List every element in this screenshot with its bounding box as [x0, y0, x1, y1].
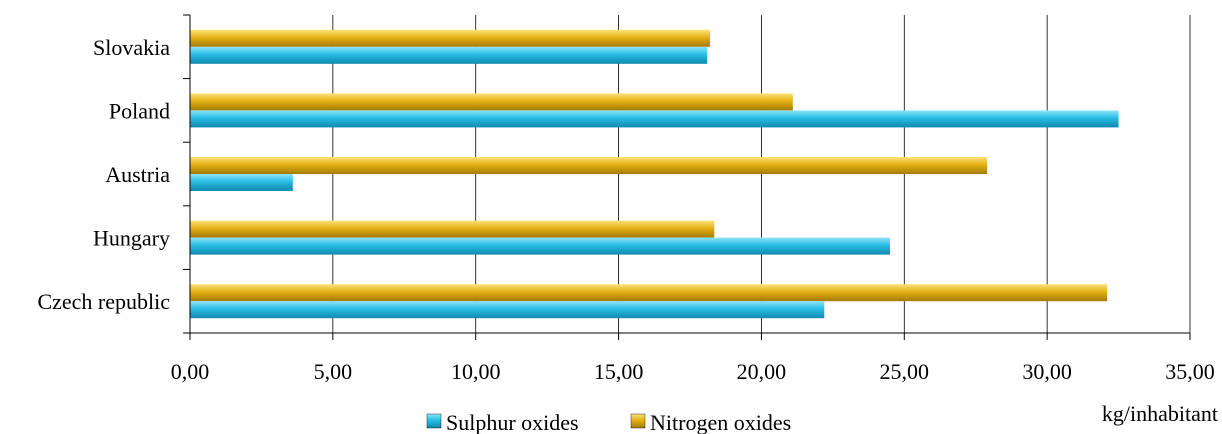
- y-category-label: Austria: [105, 162, 170, 187]
- legend-swatch: [426, 413, 442, 429]
- bar-nitrogen-oxides: [190, 284, 1108, 302]
- y-category-label: Czech republic: [37, 289, 170, 314]
- x-tick-label: 0,00: [171, 359, 210, 384]
- legend-label: Nitrogen oxides: [650, 410, 791, 434]
- x-tick-label: 30,00: [1022, 359, 1072, 384]
- bar-nitrogen-oxides: [190, 93, 793, 111]
- x-tick-label: 20,00: [737, 359, 787, 384]
- bar-nitrogen-oxides: [190, 157, 988, 174]
- bar-sulphur-oxides: [190, 46, 708, 64]
- x-tick-label: 10,00: [451, 359, 501, 384]
- y-category-label: Slovakia: [93, 35, 170, 60]
- x-tick-label: 5,00: [314, 359, 353, 384]
- legend-swatch: [630, 413, 646, 429]
- x-tick-label: 15,00: [594, 359, 644, 384]
- axes: [183, 14, 1191, 340]
- legend-label: Sulphur oxides: [446, 410, 579, 434]
- x-tick-label: 35,00: [1165, 359, 1215, 384]
- bars: [190, 29, 1119, 319]
- x-tick-label: 25,00: [880, 359, 930, 384]
- y-category-label: Poland: [109, 98, 170, 123]
- x-axis-label: kg/inhabitant: [1102, 401, 1218, 426]
- bar-sulphur-oxides: [190, 110, 1119, 128]
- bar-sulphur-oxides: [190, 174, 293, 191]
- legend: Sulphur oxides Nitrogen oxides: [426, 410, 791, 434]
- labels: 0,00 5,00 10,00 15,00 20,00 25,00 30,00 35,00 Cz…: [37, 35, 1218, 426]
- bar-nitrogen-oxides: [190, 29, 710, 47]
- y-category-label: Hungary: [93, 226, 170, 251]
- bar-nitrogen-oxides: [190, 220, 715, 238]
- bar-sulphur-oxides: [190, 301, 825, 319]
- bar-sulphur-oxides: [190, 237, 890, 255]
